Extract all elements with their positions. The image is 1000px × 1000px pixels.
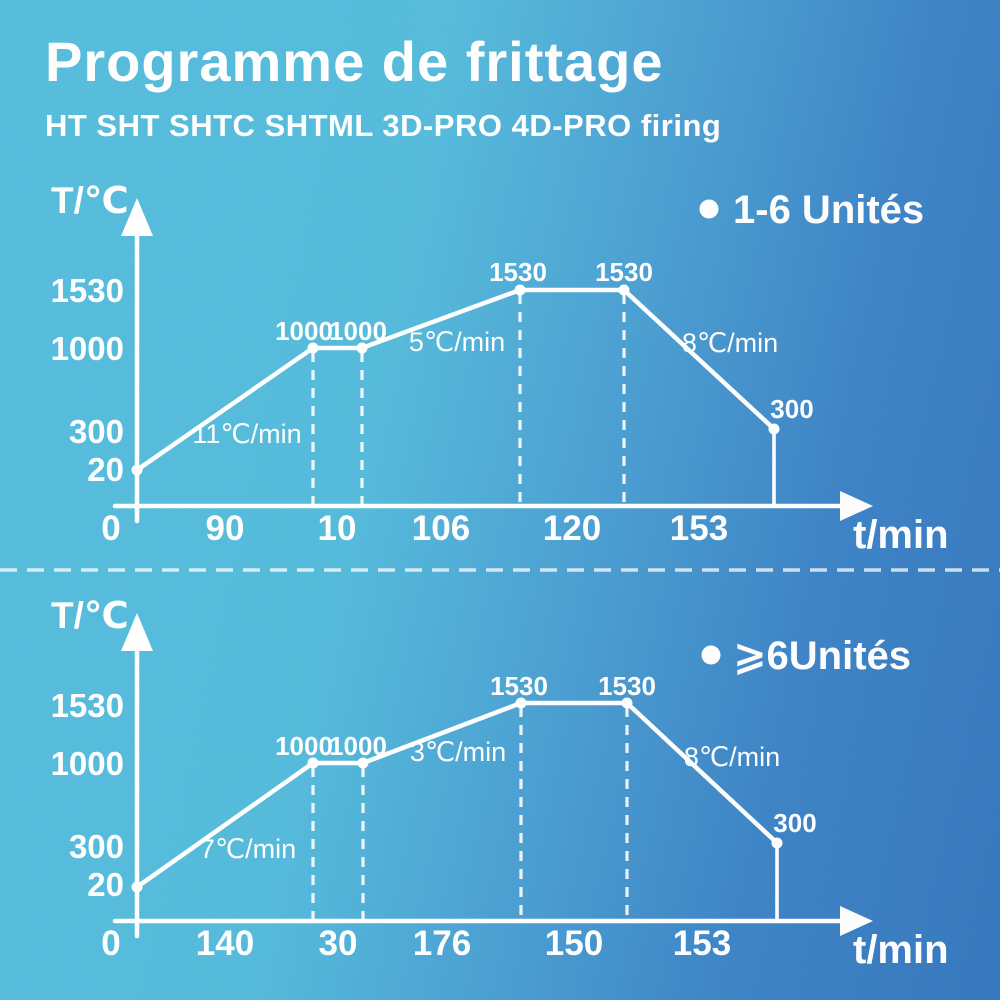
rate-annotation: 8℃/min (684, 742, 780, 772)
data-point (768, 423, 780, 435)
x-tick: 140 (196, 924, 254, 963)
rate-annotation: 11℃/min (192, 419, 301, 449)
x-tick: 30 (319, 924, 358, 963)
y-tick: 300 (69, 828, 124, 865)
y-tick: 1530 (51, 687, 124, 724)
y-tick: 1000 (51, 330, 124, 367)
point-label: 1000 (275, 731, 333, 761)
legend-label: 1-6 Unités (733, 188, 924, 232)
x-axis-title: t/min (853, 928, 949, 972)
x-tick: 176 (413, 924, 471, 963)
x-tick: 106 (412, 509, 470, 548)
origin-tick: 0 (101, 924, 120, 963)
y-axis-title: T/℃ (51, 180, 129, 221)
point-label: 1530 (489, 257, 547, 287)
y-axis-title: T/℃ (51, 595, 129, 636)
point-label: 1530 (595, 257, 653, 287)
rate-annotation: 5℃/min (409, 327, 505, 357)
y-tick: 300 (69, 413, 124, 450)
data-point (131, 881, 143, 893)
point-label: 300 (770, 394, 813, 424)
rate-annotation: 3℃/min (410, 737, 506, 767)
legend-bullet-icon (701, 645, 721, 665)
data-point (771, 837, 783, 849)
y-tick: 1000 (51, 745, 124, 782)
y-tick: 20 (87, 866, 124, 903)
legend-label: ⩾6Unités (733, 634, 911, 678)
legend-bullet-icon (699, 199, 719, 219)
data-point (131, 464, 143, 476)
x-tick: 153 (670, 509, 728, 548)
y-tick: 20 (87, 451, 124, 488)
point-label: 300 (773, 808, 816, 838)
point-label: 1000 (329, 316, 387, 346)
x-tick: 120 (543, 509, 601, 548)
x-tick: 153 (673, 924, 731, 963)
x-tick: 90 (206, 509, 245, 548)
chart-1-6-units: T/℃ t/min 1530 1000 300 20 0 90 10 106 1… (51, 180, 949, 557)
point-label: 1530 (490, 671, 548, 701)
x-axis-title: t/min (853, 513, 949, 557)
point-label: 1530 (598, 671, 656, 701)
point-label: 1000 (329, 731, 387, 761)
point-label: 1000 (275, 316, 333, 346)
y-tick: 1530 (51, 272, 124, 309)
x-tick: 10 (318, 509, 357, 548)
x-tick: 150 (545, 924, 603, 963)
origin-tick: 0 (101, 509, 120, 548)
rate-annotation: 8℃/min (682, 328, 778, 358)
rate-annotation: 7℃/min (200, 834, 296, 864)
chart-6plus-units: T/℃ t/min 1530 1000 300 20 0 140 30 176 … (51, 595, 949, 972)
